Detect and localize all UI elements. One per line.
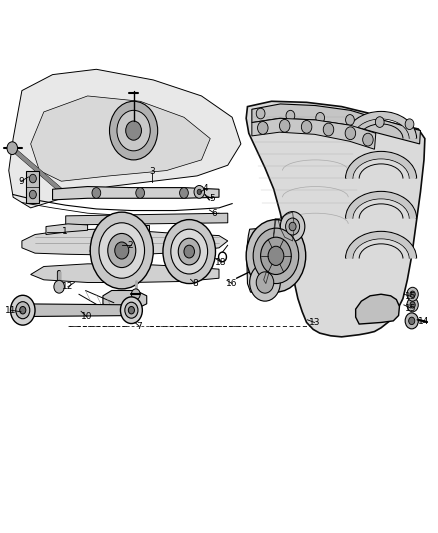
Circle shape xyxy=(92,188,101,198)
Polygon shape xyxy=(346,152,416,179)
Circle shape xyxy=(117,110,150,151)
Polygon shape xyxy=(46,224,88,235)
Text: 6: 6 xyxy=(212,209,218,217)
Polygon shape xyxy=(53,187,219,200)
Circle shape xyxy=(163,220,215,284)
Polygon shape xyxy=(31,264,219,282)
Polygon shape xyxy=(356,294,399,324)
Circle shape xyxy=(346,115,354,125)
Text: 14: 14 xyxy=(418,317,430,326)
Polygon shape xyxy=(26,171,39,203)
Text: 11: 11 xyxy=(5,306,17,314)
Circle shape xyxy=(29,190,36,199)
Circle shape xyxy=(289,222,296,231)
Text: 13: 13 xyxy=(309,318,320,327)
Text: 10: 10 xyxy=(81,312,92,321)
Text: 16: 16 xyxy=(226,279,238,288)
Circle shape xyxy=(110,101,158,160)
Polygon shape xyxy=(103,290,147,309)
Circle shape xyxy=(90,212,153,289)
Circle shape xyxy=(409,317,415,325)
Text: 2: 2 xyxy=(128,241,133,249)
Circle shape xyxy=(246,220,306,292)
Circle shape xyxy=(16,302,30,319)
Circle shape xyxy=(180,188,188,198)
Circle shape xyxy=(131,289,140,300)
Text: 5: 5 xyxy=(209,195,215,203)
Circle shape xyxy=(194,185,205,198)
Text: 9: 9 xyxy=(18,177,24,185)
Text: 8: 8 xyxy=(192,279,198,288)
Circle shape xyxy=(407,287,418,301)
Circle shape xyxy=(7,142,18,155)
Circle shape xyxy=(253,228,299,284)
Circle shape xyxy=(11,295,35,325)
Circle shape xyxy=(410,302,415,308)
Circle shape xyxy=(115,242,129,259)
Circle shape xyxy=(363,133,373,146)
Text: 1: 1 xyxy=(62,228,68,236)
Circle shape xyxy=(375,117,384,127)
Circle shape xyxy=(286,218,300,235)
Circle shape xyxy=(29,174,36,183)
Circle shape xyxy=(256,272,274,293)
Circle shape xyxy=(301,120,312,133)
Text: 4: 4 xyxy=(203,184,208,193)
Circle shape xyxy=(125,302,138,318)
Text: 7: 7 xyxy=(136,322,142,330)
Polygon shape xyxy=(346,112,416,139)
Circle shape xyxy=(178,238,200,265)
Polygon shape xyxy=(22,229,228,255)
Circle shape xyxy=(345,127,356,140)
Circle shape xyxy=(54,280,64,293)
Circle shape xyxy=(258,122,268,134)
Polygon shape xyxy=(247,228,281,294)
Circle shape xyxy=(184,245,194,258)
Circle shape xyxy=(120,297,142,324)
Polygon shape xyxy=(9,69,241,208)
Circle shape xyxy=(405,119,414,130)
Circle shape xyxy=(323,123,334,136)
Circle shape xyxy=(256,108,265,119)
Circle shape xyxy=(136,188,145,198)
Polygon shape xyxy=(252,118,376,149)
Circle shape xyxy=(316,112,325,123)
Circle shape xyxy=(126,121,141,140)
Circle shape xyxy=(410,291,415,297)
Circle shape xyxy=(279,119,290,132)
Polygon shape xyxy=(246,101,425,337)
Polygon shape xyxy=(252,104,420,144)
Polygon shape xyxy=(101,225,149,233)
Text: 12: 12 xyxy=(62,282,74,291)
Polygon shape xyxy=(346,192,416,219)
Circle shape xyxy=(108,233,136,268)
Circle shape xyxy=(268,246,284,265)
Polygon shape xyxy=(66,213,228,225)
Polygon shape xyxy=(346,232,416,259)
Circle shape xyxy=(250,264,280,301)
Polygon shape xyxy=(18,304,136,317)
Text: 15: 15 xyxy=(405,292,417,301)
Circle shape xyxy=(405,313,418,329)
Circle shape xyxy=(99,223,145,278)
Circle shape xyxy=(128,306,134,314)
Text: 18: 18 xyxy=(215,258,227,266)
Circle shape xyxy=(20,306,26,314)
Circle shape xyxy=(286,110,295,121)
Circle shape xyxy=(261,237,291,274)
Text: 15: 15 xyxy=(405,304,417,312)
Circle shape xyxy=(407,298,418,312)
Text: 3: 3 xyxy=(149,167,155,176)
Polygon shape xyxy=(31,96,210,181)
Circle shape xyxy=(197,189,201,195)
Circle shape xyxy=(171,229,208,274)
Circle shape xyxy=(280,212,305,241)
